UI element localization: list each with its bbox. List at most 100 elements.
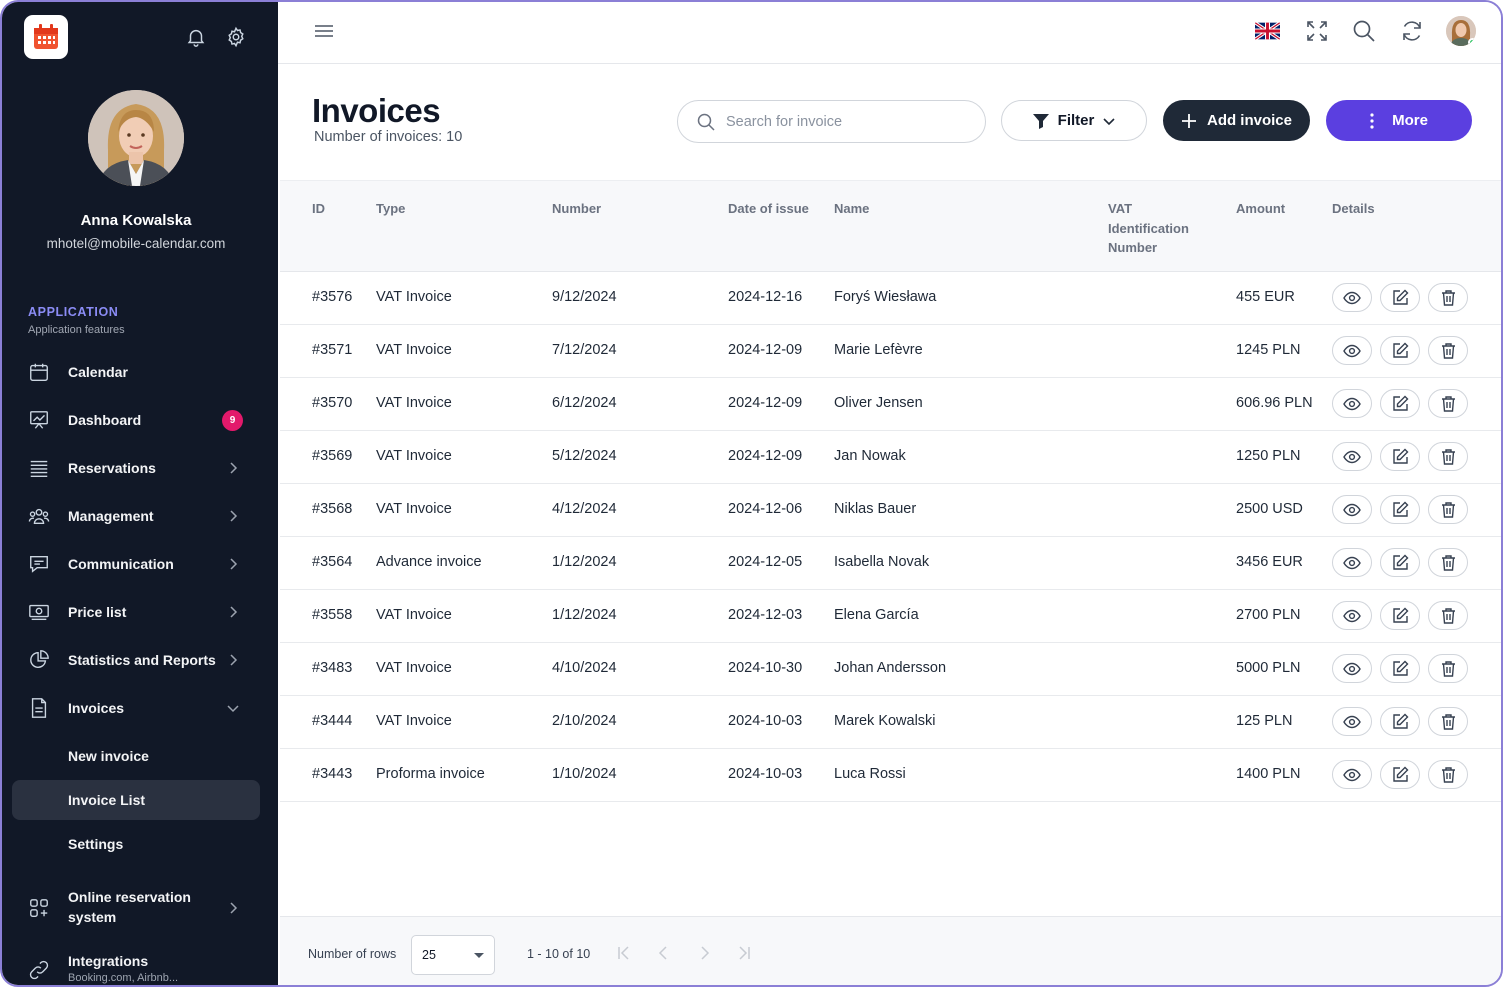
eye-icon [1343,609,1361,622]
sidebar-item-integrations[interactable]: Integrations Booking.com, Airbnb... [12,950,260,985]
previous-page-icon[interactable] [656,945,672,961]
uk-flag-icon[interactable] [1255,22,1280,40]
fullscreen-icon[interactable] [1304,18,1330,44]
gear-icon[interactable] [225,26,247,48]
edit-button[interactable] [1380,389,1420,418]
sidebar-item-invoices[interactable]: Invoices [12,688,260,728]
column-header-amount[interactable]: Amount [1236,201,1286,216]
view-button[interactable] [1332,601,1372,630]
cell-date: 2024-10-03 [728,766,803,782]
top-bar [278,2,1501,64]
edit-button[interactable] [1380,283,1420,312]
cell-type: VAT Invoice [376,501,452,517]
view-button[interactable] [1332,548,1372,577]
column-header-type[interactable]: Type [376,201,406,216]
column-header-id[interactable]: ID [312,201,325,216]
edit-button[interactable] [1380,654,1420,683]
notification-badge: 9 [222,410,243,431]
delete-button[interactable] [1428,707,1468,736]
user-name: Anna Kowalska [80,212,192,229]
delete-button[interactable] [1428,442,1468,471]
delete-button[interactable] [1428,601,1468,630]
sidebar-item-online-reservation[interactable]: Online reservation system [12,886,260,930]
eye-icon [1343,397,1361,410]
chevron-right-icon [230,462,238,474]
delete-button[interactable] [1428,760,1468,789]
app-logo[interactable] [24,15,68,59]
sidebar-subitem-new-invoice[interactable]: New invoice [12,736,260,776]
edit-button[interactable] [1380,336,1420,365]
eye-icon [1343,291,1361,304]
sidebar-item-communication[interactable]: Communication [12,544,260,584]
cell-number: 9/12/2024 [552,289,617,305]
rows-per-page-select[interactable]: 25 [411,935,495,975]
cell-id: #3564 [312,554,353,570]
more-button[interactable]: More [1326,100,1472,141]
sidebar-item-price-list[interactable]: Price list [12,592,260,632]
cell-id: #3568 [312,501,353,517]
cell-id: #3569 [312,448,353,464]
search-input[interactable] [726,111,966,133]
sidebar-subitem-invoice-list[interactable]: Invoice List [12,780,260,820]
sidebar-item-label: Calendar [68,364,128,380]
delete-button[interactable] [1428,654,1468,683]
sidebar-subitem-label: Settings [68,836,124,852]
column-header-vat[interactable]: VAT Identification Number [1108,199,1218,258]
cell-amount: 5000 PLN [1236,660,1301,676]
cell-date: 2024-12-05 [728,554,803,570]
sidebar-item-reservations[interactable]: Reservations [12,448,260,488]
table-row: #3444 VAT Invoice 2/10/2024 2024-10-03 Marek… [280,696,1501,749]
cell-date: 2024-10-30 [728,660,803,676]
sidebar-item-label: Reservations [68,460,156,476]
sidebar-item-calendar[interactable]: Calendar [12,352,260,392]
delete-button[interactable] [1428,389,1468,418]
sidebar-subitem-settings[interactable]: Settings [12,824,260,864]
delete-button[interactable] [1428,495,1468,524]
sidebar-item-dashboard[interactable]: Dashboard 9 [12,400,260,440]
edit-button[interactable] [1380,760,1420,789]
edit-icon [1392,448,1408,464]
next-page-icon[interactable] [696,945,712,961]
edit-button[interactable] [1380,548,1420,577]
view-button[interactable] [1332,707,1372,736]
calendar-icon [30,363,48,381]
delete-button[interactable] [1428,283,1468,312]
view-button[interactable] [1332,654,1372,683]
sidebar-item-label: Dashboard [68,412,142,428]
add-invoice-button[interactable]: Add invoice [1163,100,1310,141]
delete-button[interactable] [1428,336,1468,365]
filter-icon [1032,113,1049,129]
column-header-name[interactable]: Name [834,201,870,216]
column-header-number[interactable]: Number [552,201,602,216]
view-button[interactable] [1332,283,1372,312]
sidebar-item-management[interactable]: Management [12,496,260,536]
filter-button[interactable]: Filter [1001,100,1147,141]
edit-button[interactable] [1380,601,1420,630]
section-subtitle: Application features [28,324,125,336]
rows-per-page-value: 25 [422,948,436,962]
first-page-icon[interactable] [616,945,632,961]
profile-avatar[interactable] [1446,16,1476,46]
view-button[interactable] [1332,389,1372,418]
bell-icon[interactable] [185,26,207,48]
trash-icon [1441,555,1455,571]
view-button[interactable] [1332,760,1372,789]
view-button[interactable] [1332,495,1372,524]
column-header-date[interactable]: Date of issue [728,201,809,216]
search-icon[interactable] [1351,18,1377,44]
sidebar-item-statistics[interactable]: Statistics and Reports [12,640,260,680]
menu-icon[interactable] [314,22,334,40]
cell-amount: 1245 PLN [1236,342,1301,358]
cell-amount: 2500 USD [1236,501,1303,517]
view-button[interactable] [1332,442,1372,471]
chevron-right-icon [230,902,238,914]
delete-button[interactable] [1428,548,1468,577]
last-page-icon[interactable] [736,945,752,961]
search-box[interactable] [677,100,986,143]
edit-button[interactable] [1380,495,1420,524]
refresh-icon[interactable] [1399,18,1425,44]
section-title: APPLICATION [28,305,119,319]
view-button[interactable] [1332,336,1372,365]
edit-button[interactable] [1380,707,1420,736]
edit-button[interactable] [1380,442,1420,471]
